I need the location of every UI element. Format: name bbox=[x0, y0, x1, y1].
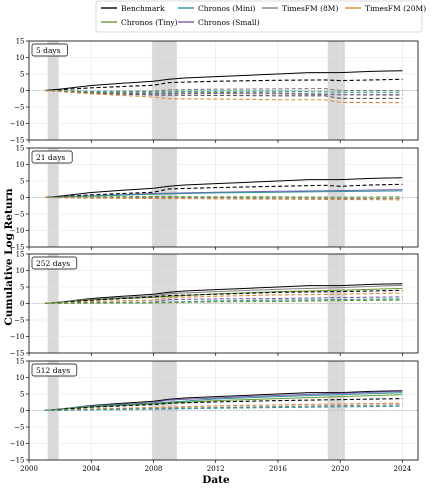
x-tick-label: 2004 bbox=[82, 465, 100, 473]
y-tick-label: −15 bbox=[10, 457, 25, 465]
y-tick-label: 5 bbox=[20, 71, 24, 79]
y-tick-label: −15 bbox=[10, 137, 25, 145]
y-tick-label: −5 bbox=[14, 104, 24, 112]
series-line-1 bbox=[44, 70, 403, 91]
panel-2: −15 −10 −5 0 5 10 15 21 days bbox=[10, 145, 419, 252]
horizon-label-box bbox=[31, 363, 78, 377]
x-tick-label: 2012 bbox=[207, 465, 225, 473]
y-tick-label: −5 bbox=[14, 424, 24, 432]
y-tick-label: 15 bbox=[16, 38, 25, 46]
y-tick-label: −10 bbox=[10, 227, 25, 235]
legend-label: Chronos (Tiny) bbox=[121, 18, 178, 27]
y-tick-label: −5 bbox=[14, 317, 24, 325]
y-tick-label: 5 bbox=[20, 284, 24, 292]
y-tick-label: 5 bbox=[20, 178, 24, 186]
y-tick-label: −15 bbox=[10, 350, 25, 358]
x-tick-label: 2020 bbox=[331, 465, 349, 473]
x-tick-label: 2008 bbox=[145, 465, 163, 473]
x-tick-label: 2000 bbox=[20, 465, 38, 473]
legend-label: TimesFM (8M) bbox=[282, 4, 338, 13]
y-tick-label: 15 bbox=[16, 145, 25, 153]
x-tick-label: 2024 bbox=[394, 465, 412, 473]
y-tick-label: 10 bbox=[16, 267, 25, 275]
panel-3: −15 −10 −5 0 5 10 15 252 days bbox=[10, 251, 419, 358]
y-tick-label: 15 bbox=[16, 251, 25, 259]
horizon-label-box bbox=[31, 256, 78, 270]
series-group bbox=[44, 390, 403, 412]
series-line-2 bbox=[44, 183, 403, 199]
y-tick-label: 15 bbox=[16, 358, 25, 366]
series-line-8 bbox=[44, 89, 403, 104]
y-tick-label: 0 bbox=[20, 300, 24, 308]
series-group bbox=[44, 177, 403, 201]
series-line-4 bbox=[44, 89, 403, 93]
series-line-8 bbox=[44, 405, 403, 412]
series-line-6 bbox=[44, 402, 403, 412]
y-tick-label: −10 bbox=[10, 440, 25, 448]
y-tick-label: 10 bbox=[16, 161, 25, 169]
horizon-label-box bbox=[31, 43, 68, 57]
y-tick-label: −5 bbox=[14, 211, 24, 219]
legend-label: TimesFM (20M) bbox=[365, 4, 426, 13]
series-group bbox=[44, 283, 403, 305]
legend-frame bbox=[95, 0, 423, 33]
legend: Benchmark Chronos (Tiny) Chronos (Mini) Chr… bbox=[95, 0, 426, 33]
horizon-label: 21 days bbox=[36, 153, 65, 162]
x-tick-label: 2016 bbox=[269, 465, 287, 473]
legend-label: Benchmark bbox=[121, 4, 165, 13]
legend-label: Chronos (Mini) bbox=[198, 4, 255, 13]
y-tick-label: 0 bbox=[20, 87, 24, 95]
series-line-7 bbox=[44, 196, 403, 201]
series-line-4 bbox=[44, 190, 403, 198]
y-tick-label: 0 bbox=[20, 407, 24, 415]
y-tick-label: −10 bbox=[10, 333, 25, 341]
x-axis-label: Date bbox=[202, 474, 230, 486]
panel-4: −15 −10 −5 0 5 10 15 2000 2004 2008 2012 2016 2020 20… bbox=[10, 358, 419, 473]
series-line-5 bbox=[44, 195, 403, 199]
series-line-8 bbox=[44, 299, 403, 305]
horizon-label: 252 days bbox=[36, 259, 70, 268]
series-line-7 bbox=[44, 89, 403, 99]
series-group bbox=[44, 70, 403, 104]
y-tick-label: 0 bbox=[20, 194, 24, 202]
legend-label: Chronos (Small) bbox=[198, 18, 260, 27]
series-line-3 bbox=[44, 392, 403, 411]
y-tick-label: 10 bbox=[16, 54, 25, 62]
panels: −15 −10 −5 0 5 10 15 5 days −15 −10 −5 0 5 10 15 21 day… bbox=[10, 38, 419, 473]
series-line-1 bbox=[44, 283, 403, 304]
horizon-label: 512 days bbox=[36, 366, 70, 375]
y-tick-label: 5 bbox=[20, 391, 24, 399]
series-line-2 bbox=[44, 284, 403, 304]
panel-1: −15 −10 −5 0 5 10 15 5 days bbox=[10, 38, 419, 145]
y-tick-label: −10 bbox=[10, 120, 25, 128]
y-tick-label: 10 bbox=[16, 374, 25, 382]
y-axis-label: Cumulative Log Return bbox=[3, 188, 15, 326]
horizon-label: 5 days bbox=[36, 46, 61, 55]
y-tick-label: −15 bbox=[10, 244, 25, 252]
series-line-1 bbox=[44, 177, 403, 198]
horizon-label-box bbox=[31, 150, 73, 164]
series-line-2 bbox=[44, 78, 403, 92]
